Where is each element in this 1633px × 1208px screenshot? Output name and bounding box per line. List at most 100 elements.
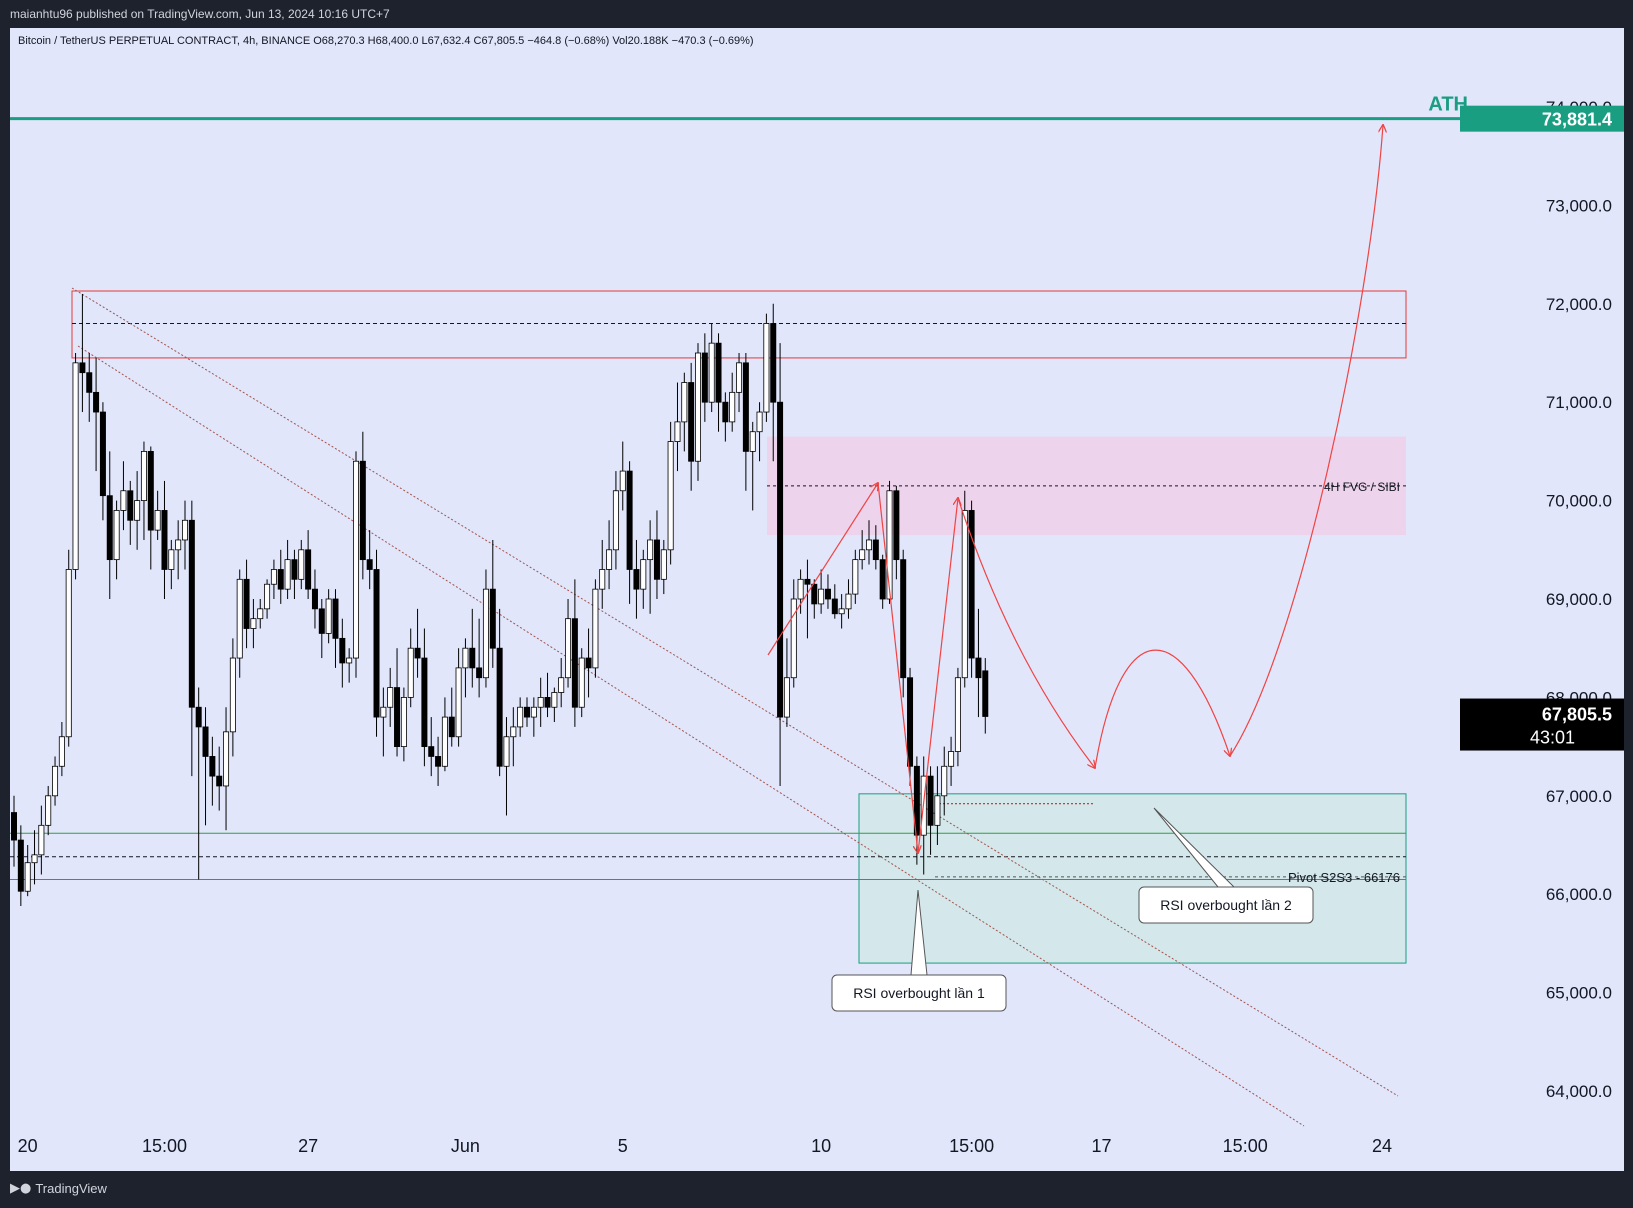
candle-body	[845, 593, 852, 610]
candle	[407, 628, 414, 708]
candle	[414, 608, 421, 678]
candle	[736, 353, 743, 413]
candle	[510, 707, 517, 767]
candle	[954, 667, 961, 767]
candle-body	[394, 687, 401, 747]
candle-body	[954, 677, 961, 752]
candle-body	[565, 618, 572, 679]
y-tick-label: 67,000.0	[1546, 787, 1612, 806]
candle-body	[934, 795, 941, 826]
candle-body	[859, 549, 866, 561]
candle	[893, 485, 900, 580]
candle-body	[838, 608, 845, 615]
candle	[524, 697, 531, 727]
candle-body	[291, 559, 298, 580]
candle	[86, 353, 93, 422]
candle	[722, 392, 729, 442]
y-axis[interactable]: 74,000.073,000.072,000.071,000.070,000.0…	[1460, 98, 1624, 1101]
candle	[421, 628, 428, 767]
candle-body	[606, 549, 613, 570]
x-tick-label: 17	[1092, 1136, 1112, 1156]
candle-body	[45, 795, 52, 826]
price-chart[interactable]: ATH 4H FVG / SIBI Pivot S2S3 - 66176 RSI ov…	[10, 28, 1624, 1171]
candle	[270, 559, 277, 599]
ath-price-tag	[1460, 105, 1624, 132]
candle	[770, 303, 777, 462]
candle-body	[489, 588, 496, 649]
candle	[476, 618, 483, 698]
candle-body	[729, 391, 736, 423]
candle	[339, 618, 346, 688]
candle-body	[866, 539, 873, 551]
candle	[58, 722, 65, 777]
x-axis[interactable]: 20 15:00 27 Jun 5 10 15:00 17 15:00 24	[18, 1136, 1392, 1156]
candle-body	[24, 862, 31, 892]
candle	[667, 421, 674, 565]
candle-body	[975, 657, 982, 679]
candle-body	[913, 765, 920, 836]
candle-body	[660, 549, 667, 580]
candle	[332, 589, 339, 668]
candle	[866, 520, 873, 565]
candle	[38, 805, 45, 875]
callout-rsi-1: RSI overbought lần 1	[831, 889, 1007, 1012]
candle	[140, 441, 147, 540]
candle	[99, 402, 106, 521]
candle	[373, 549, 380, 737]
x-tick-label: Jun	[451, 1136, 480, 1156]
candle-body	[277, 569, 284, 590]
candle	[31, 830, 38, 885]
current-price-label: 67,805.5	[1542, 705, 1612, 725]
candle-body	[99, 411, 106, 497]
candle	[640, 549, 647, 609]
candle-body	[373, 569, 380, 718]
support-zone	[858, 793, 1407, 964]
candle-body	[106, 495, 113, 561]
candle-body	[592, 588, 599, 669]
candle-body	[708, 342, 715, 403]
candle-body	[31, 854, 38, 864]
candle-body	[537, 697, 544, 708]
candle	[948, 736, 955, 786]
candle-body	[359, 460, 366, 561]
candle	[599, 539, 606, 609]
candle	[462, 638, 469, 698]
candle	[872, 525, 879, 570]
candle-body	[722, 401, 729, 423]
candle-body	[175, 539, 182, 551]
candle	[482, 569, 489, 688]
candles-layer	[10, 293, 989, 907]
candle-body	[777, 401, 784, 718]
arrow-up-second	[917, 498, 958, 854]
candle-body	[907, 677, 914, 767]
candle	[325, 589, 332, 644]
candle	[216, 746, 223, 811]
candle	[729, 372, 736, 432]
y-tick-label: 65,000.0	[1546, 984, 1612, 1003]
x-tick-label: 10	[811, 1136, 831, 1156]
candle	[52, 756, 59, 806]
candle	[120, 461, 127, 531]
candle	[134, 471, 141, 550]
candle-body	[633, 569, 640, 590]
candle-body	[886, 490, 893, 600]
candle-body	[783, 677, 790, 718]
candle-body	[496, 647, 503, 767]
x-tick-label: 15:00	[1223, 1136, 1268, 1156]
candle-body	[421, 657, 428, 747]
candle-body	[113, 510, 120, 561]
candle-body	[524, 706, 531, 718]
candle	[175, 520, 182, 580]
candle	[318, 599, 325, 659]
candle	[907, 667, 914, 786]
candle	[941, 746, 948, 816]
candle	[517, 697, 524, 737]
candle-body	[818, 588, 825, 605]
candle	[496, 608, 503, 777]
y-tick-label: 70,000.0	[1546, 492, 1612, 511]
tradingview-brand[interactable]: ▶● TradingView	[10, 1181, 107, 1196]
candle-body	[476, 667, 483, 679]
candle	[106, 451, 113, 599]
candle	[161, 480, 168, 599]
x-tick-label: 24	[1372, 1136, 1392, 1156]
